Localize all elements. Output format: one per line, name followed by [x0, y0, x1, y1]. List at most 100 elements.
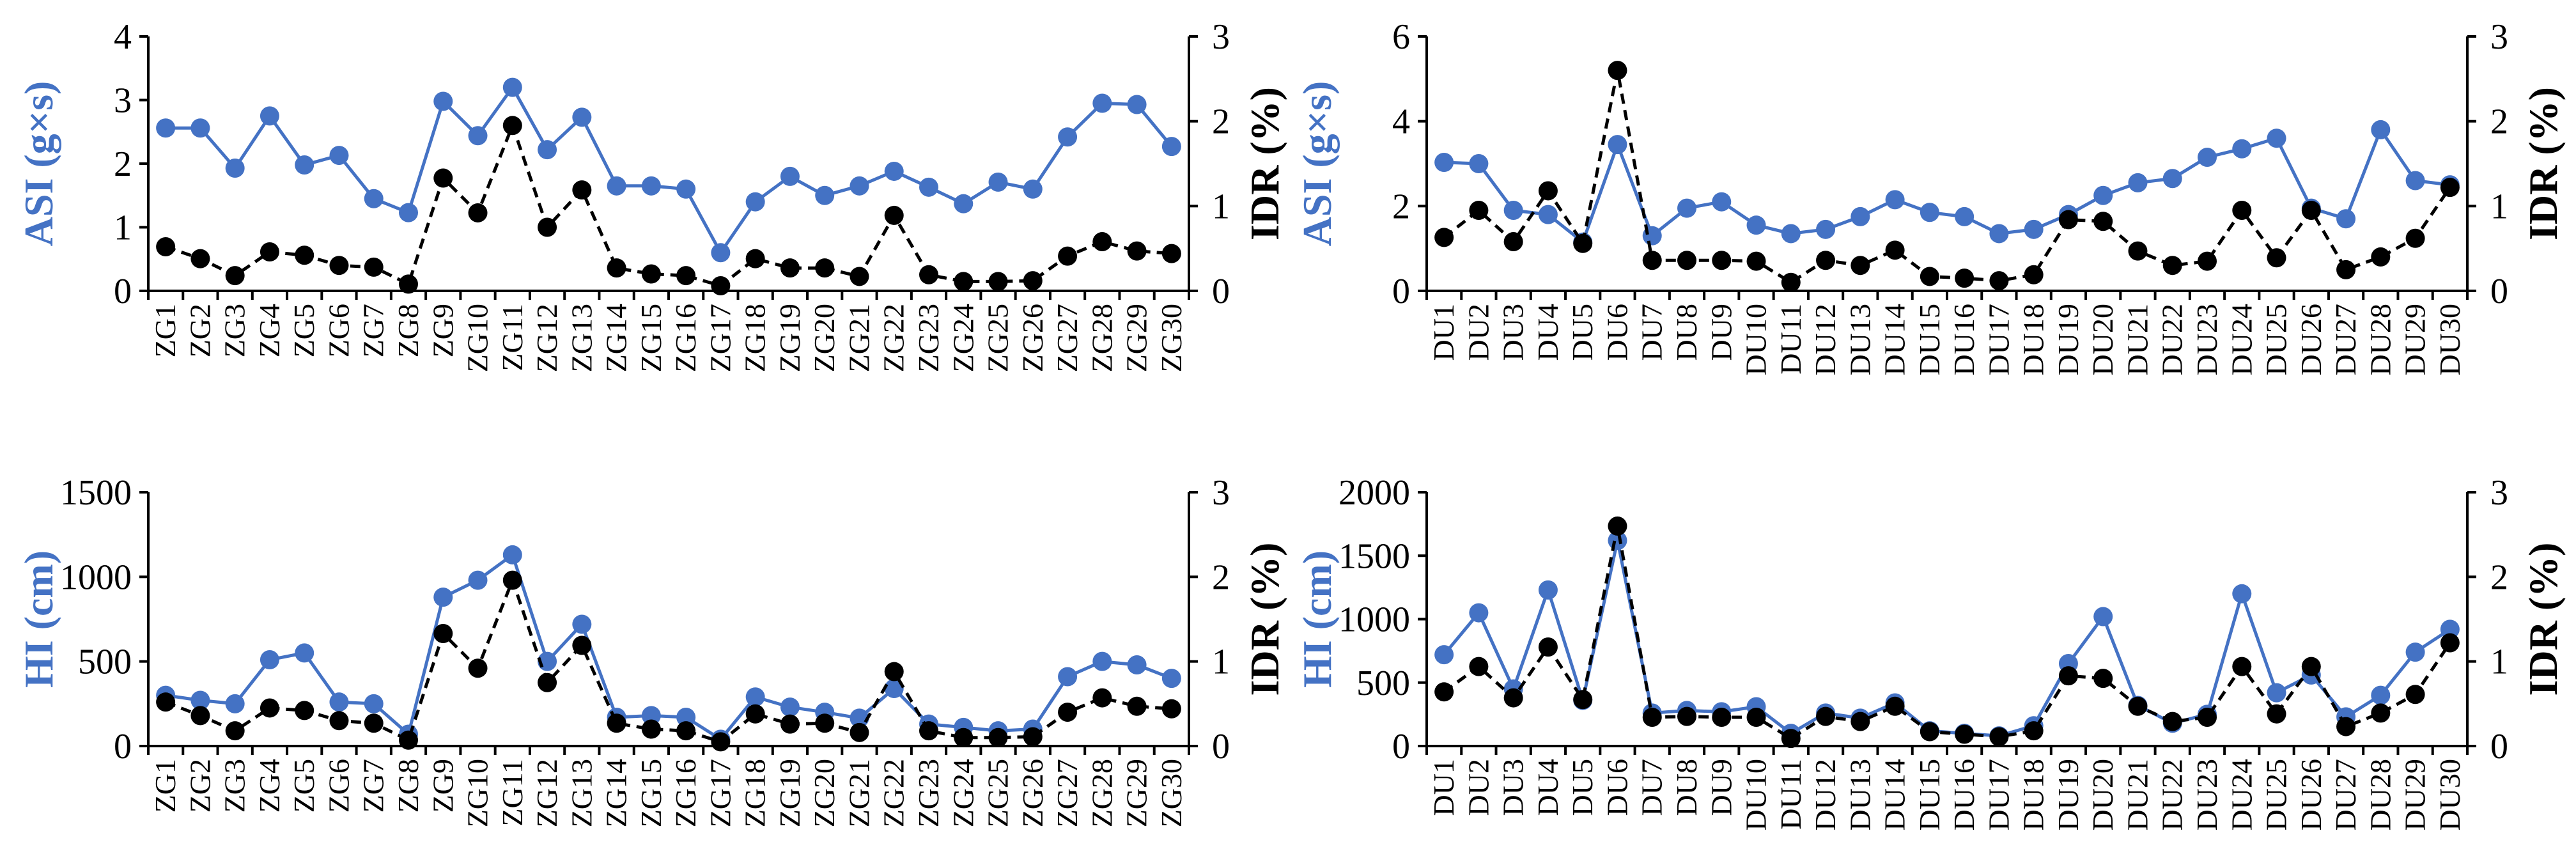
x-tick-label: ZG27	[1051, 759, 1083, 827]
y-right-tick-label: 0	[1212, 272, 1230, 311]
data-point-idr	[2405, 228, 2425, 248]
data-point-idr	[2162, 712, 2182, 731]
x-tick-label: ZG10	[462, 759, 494, 827]
data-point-idr	[1712, 251, 1732, 270]
x-tick-label: DU22	[2156, 759, 2189, 830]
x-tick-label: DU18	[2017, 304, 2050, 375]
x-tick-label: DU15	[1913, 759, 1946, 830]
data-point-idr	[1989, 271, 2009, 291]
data-point-asi	[399, 203, 418, 222]
data-point-hi	[1469, 603, 1489, 623]
data-point-idr	[2128, 696, 2148, 716]
data-point-hi	[2440, 619, 2460, 639]
data-point-idr	[988, 272, 1008, 292]
data-point-idr	[1816, 251, 1836, 270]
data-point-idr	[1781, 729, 1801, 749]
data-point-idr	[2024, 721, 2044, 741]
data-point-asi	[954, 194, 974, 214]
data-point-hi	[572, 614, 592, 634]
data-point-asi	[1538, 205, 1558, 224]
data-point-idr	[641, 264, 661, 284]
x-tick-label: ZG11	[496, 759, 529, 827]
x-tick-label: ZG2	[183, 304, 216, 357]
data-point-idr	[1434, 228, 1454, 247]
data-point-hi	[676, 708, 696, 728]
data-point-hi	[2093, 607, 2113, 626]
data-point-hi	[1127, 655, 1147, 674]
x-tick-label: DU28	[2364, 304, 2396, 375]
data-point-idr	[2198, 708, 2217, 728]
x-tick-label: DU16	[1948, 304, 1980, 375]
y-right-tick-label: 2	[1212, 557, 1230, 597]
data-point-hi	[641, 706, 661, 726]
y-left-tick-label: 0	[114, 727, 132, 767]
x-tick-label: ZG16	[669, 304, 702, 372]
data-point-idr	[1573, 690, 1593, 710]
y-left-tick-label: 1500	[60, 473, 132, 513]
data-point-idr	[1538, 637, 1558, 657]
data-point-idr	[1851, 712, 1870, 731]
data-point-idr	[607, 258, 626, 278]
x-tick-label: ZG23	[912, 759, 945, 827]
data-point-idr	[2024, 265, 2044, 284]
x-tick-label: ZG8	[392, 759, 424, 813]
x-tick-label: DU19	[2052, 759, 2084, 830]
data-point-idr	[329, 256, 349, 276]
x-tick-label: ZG15	[635, 304, 667, 372]
data-point-idr	[2405, 685, 2425, 704]
y-axis-left-title: ASI (g×s)	[16, 81, 61, 247]
x-tick-label: ZG3	[219, 759, 251, 813]
data-point-asi	[329, 146, 349, 166]
data-point-idr	[1092, 232, 1112, 252]
data-point-hi	[1434, 645, 1454, 665]
x-tick-label: ZG27	[1051, 304, 1083, 372]
data-point-idr	[1608, 61, 1627, 81]
data-point-asi	[711, 243, 731, 263]
data-point-idr	[295, 245, 314, 265]
data-point-idr	[954, 272, 974, 292]
data-point-hi	[2371, 685, 2391, 705]
x-tick-label: ZG23	[912, 304, 945, 372]
data-point-idr	[1920, 722, 1939, 742]
y-right-tick-label: 1	[2490, 642, 2508, 682]
data-point-idr	[1920, 267, 1939, 286]
y-left-tick-label: 0	[1392, 272, 1410, 311]
y-left-tick-label: 0	[1392, 727, 1410, 767]
data-point-idr	[745, 704, 765, 724]
data-point-idr	[2093, 669, 2113, 689]
x-tick-label: ZG20	[808, 759, 841, 827]
x-tick-label: DU21	[2121, 304, 2153, 375]
data-point-hi	[329, 692, 349, 712]
series-line-asi	[166, 84, 1173, 256]
x-tick-label: DU17	[1982, 759, 2015, 830]
data-point-idr	[2232, 200, 2252, 220]
y-left-tick-label: 2	[114, 144, 132, 184]
x-tick-label: DU18	[2017, 759, 2050, 830]
y-right-tick-label: 2	[2490, 557, 2508, 597]
data-point-hi	[884, 679, 904, 699]
data-point-idr	[780, 714, 800, 734]
x-tick-label: DU21	[2121, 759, 2153, 830]
data-point-idr	[711, 276, 731, 296]
y-left-tick-label: 1	[114, 208, 132, 248]
data-point-idr	[1434, 682, 1454, 702]
data-point-idr	[1608, 516, 1627, 536]
data-point-idr	[1677, 706, 1696, 726]
data-point-hi	[2232, 584, 2252, 603]
x-tick-label: DU17	[1982, 304, 2015, 375]
data-point-idr	[745, 249, 765, 268]
data-point-idr	[2128, 241, 2148, 261]
data-point-idr	[329, 711, 349, 731]
x-tick-label: ZG30	[1155, 304, 1188, 372]
data-point-asi	[919, 177, 938, 197]
x-tick-label: DU15	[1913, 304, 1946, 375]
x-tick-label: ZG26	[1016, 304, 1049, 372]
data-point-idr	[988, 728, 1008, 747]
data-point-hi	[1092, 651, 1112, 671]
data-point-asi	[2093, 185, 2113, 205]
data-point-idr	[295, 701, 314, 720]
x-tick-label: DU12	[1809, 304, 1842, 375]
x-tick-label: DU5	[1566, 759, 1599, 816]
x-tick-label: DU9	[1705, 304, 1737, 361]
data-point-idr	[1885, 696, 1905, 716]
